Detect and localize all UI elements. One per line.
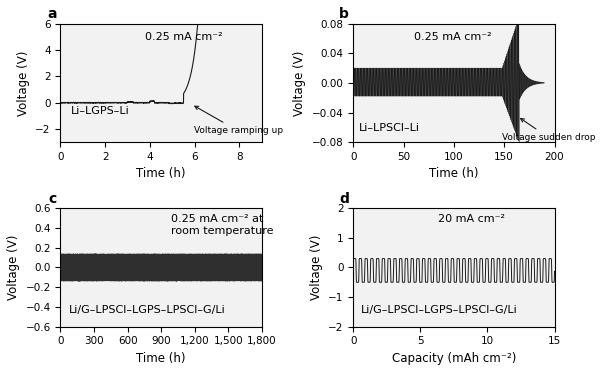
Text: a: a xyxy=(47,7,56,21)
Text: Li–LPSCl–Li: Li–LPSCl–Li xyxy=(359,123,420,133)
X-axis label: Time (h): Time (h) xyxy=(136,167,186,180)
Y-axis label: Voltage (V): Voltage (V) xyxy=(17,50,30,116)
Text: 0.25 mA cm⁻²: 0.25 mA cm⁻² xyxy=(413,32,491,42)
X-axis label: Time (h): Time (h) xyxy=(429,167,479,180)
Text: 0.25 mA cm⁻² at
room temperature: 0.25 mA cm⁻² at room temperature xyxy=(171,214,274,236)
Text: Voltage ramping up: Voltage ramping up xyxy=(194,106,283,135)
Text: Voltage sudden drop: Voltage sudden drop xyxy=(502,118,596,142)
Text: c: c xyxy=(48,192,56,206)
Text: Li/G–LPSCl–LGPS–LPSCl–G/Li: Li/G–LPSCl–LGPS–LPSCl–G/Li xyxy=(68,305,225,315)
Y-axis label: Voltage (V): Voltage (V) xyxy=(293,50,306,116)
X-axis label: Time (h): Time (h) xyxy=(136,352,186,365)
Text: Li–LGPS–Li: Li–LGPS–Li xyxy=(71,106,129,116)
Text: d: d xyxy=(339,192,349,206)
Text: 20 mA cm⁻²: 20 mA cm⁻² xyxy=(438,214,505,224)
Text: b: b xyxy=(339,7,349,21)
Y-axis label: Voltage (V): Voltage (V) xyxy=(310,235,323,300)
Text: Li/G–LPSCl–LGPS–LPSCl–G/Li: Li/G–LPSCl–LGPS–LPSCl–G/Li xyxy=(361,305,518,315)
Y-axis label: Voltage (V): Voltage (V) xyxy=(7,235,20,300)
Text: 0.25 mA cm⁻²: 0.25 mA cm⁻² xyxy=(145,32,223,42)
X-axis label: Capacity (mAh cm⁻²): Capacity (mAh cm⁻²) xyxy=(392,352,516,365)
